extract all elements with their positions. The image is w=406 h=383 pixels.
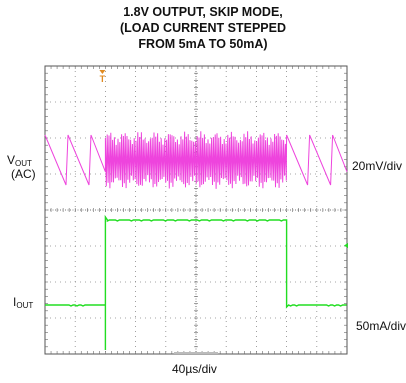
trigger-label: T bbox=[100, 74, 106, 84]
time-scale-label: 40µs/div bbox=[172, 362, 217, 376]
iout-scale-label: 50mA/div bbox=[356, 319, 406, 333]
trigger-arrow bbox=[99, 70, 106, 74]
timebase-indicator bbox=[174, 352, 218, 354]
vout-scale-label: 20mV/div bbox=[352, 159, 403, 173]
trigger-marker: T bbox=[99, 70, 106, 84]
vout-ac-label: (AC) bbox=[11, 167, 36, 181]
iout-channel-label: IOUT bbox=[13, 295, 34, 311]
vout-channel-label: VOUT bbox=[7, 153, 32, 169]
vout-trace bbox=[44, 131, 348, 189]
chart-title-line-2: (LOAD CURRENT STEPPED bbox=[120, 21, 286, 35]
chart-title-line-3: FROM 5mA TO 50mA) bbox=[138, 37, 268, 51]
iout-ground-marker bbox=[344, 243, 348, 248]
scope-grid bbox=[44, 65, 348, 355]
iout-trace bbox=[45, 214, 347, 350]
chart-title-line-1: 1.8V OUTPUT, SKIP MODE, bbox=[123, 5, 283, 19]
